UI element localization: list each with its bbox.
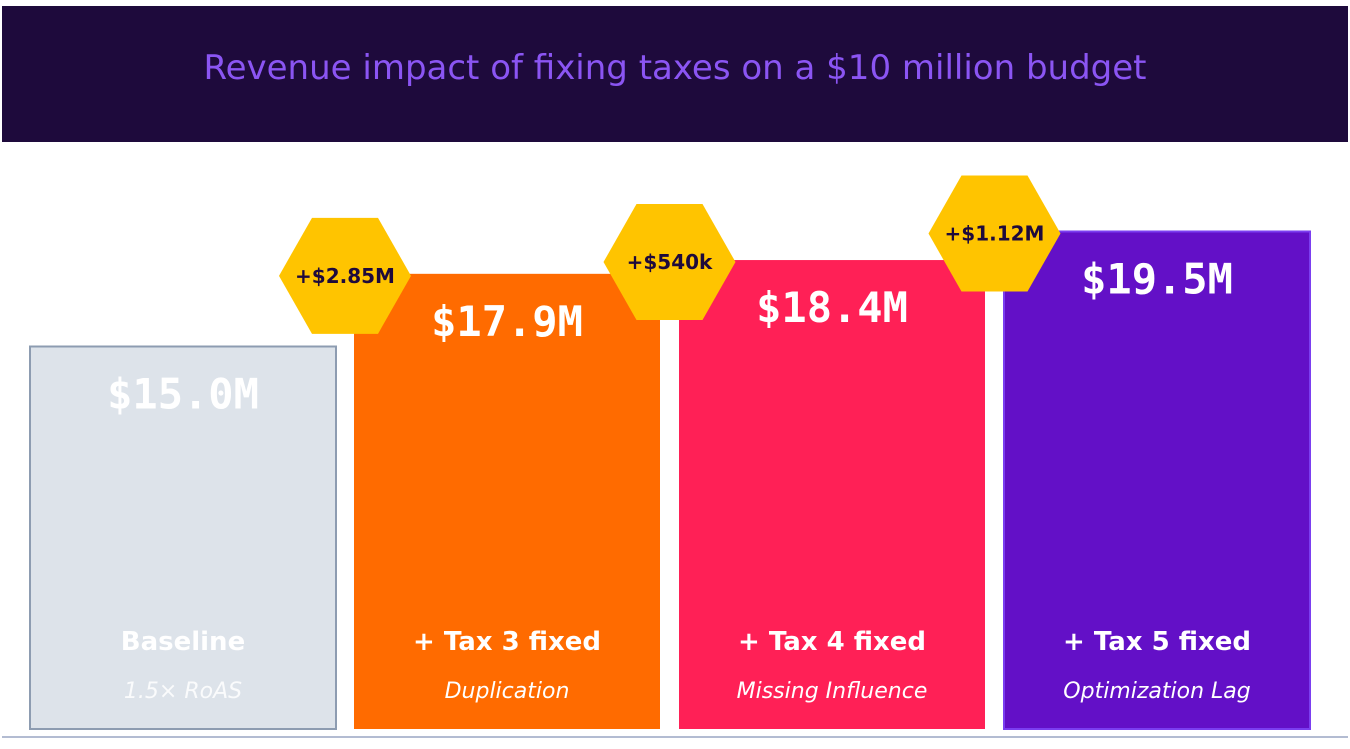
subtitle-label-2: Duplication	[445, 679, 570, 704]
subtitle-label-3: Missing Influence	[737, 679, 928, 704]
increment-label-2: +$540k	[627, 250, 713, 274]
increment-label-1: +$2.85M	[295, 264, 395, 288]
chart-title: Revenue impact of fixing taxes on a $10 …	[203, 48, 1147, 88]
value-label-4: $19.5M	[1081, 254, 1233, 303]
category-label-3: + Tax 4 fixed	[738, 627, 926, 657]
bar-3	[679, 260, 985, 729]
value-label-2: $17.9M	[431, 297, 583, 346]
bar-1	[29, 345, 337, 730]
category-label-4: + Tax 5 fixed	[1063, 627, 1251, 657]
category-label-2: + Tax 3 fixed	[413, 627, 601, 657]
increment-badge-1	[279, 217, 411, 334]
category-label-1: Baseline	[121, 627, 245, 657]
increment-label-3: +$1.12M	[945, 221, 1045, 245]
value-label-3: $18.4M	[756, 283, 908, 332]
increment-badge-2	[603, 204, 736, 321]
value-label-1: $15.0M	[107, 370, 259, 419]
increment-badge-3	[928, 175, 1061, 292]
bar-4	[1003, 230, 1311, 730]
subtitle-label-4: Optimization Lag	[1063, 679, 1250, 704]
bar-2	[354, 273, 660, 729]
subtitle-label-1: 1.5× RoAS	[124, 679, 242, 704]
chart-header: Revenue impact of fixing taxes on a $10 …	[2, 6, 1348, 142]
